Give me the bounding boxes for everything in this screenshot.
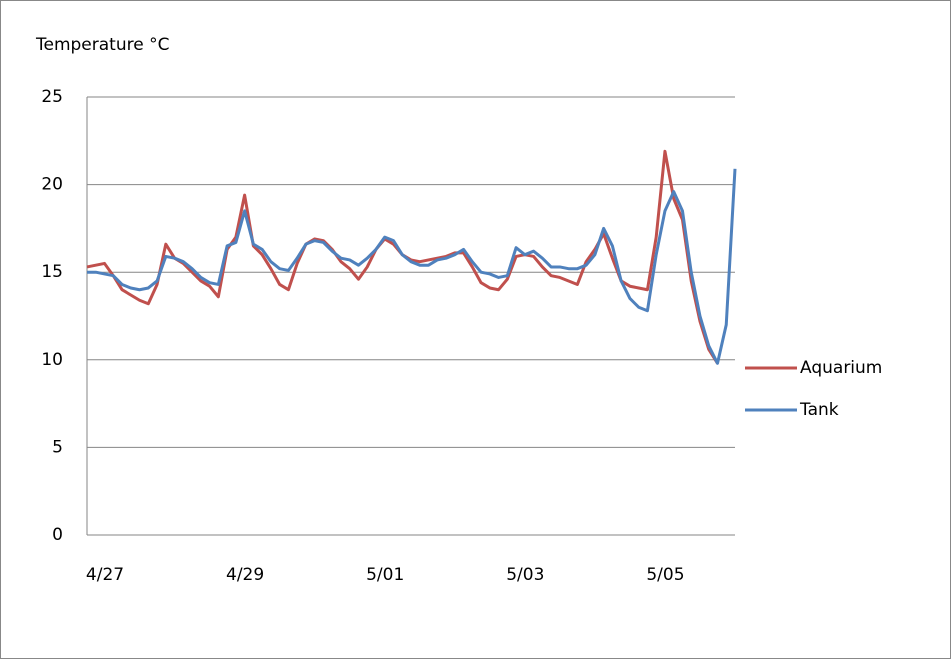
x-tick-label: 5/03 (506, 565, 544, 585)
x-tick-label: 4/29 (226, 565, 264, 585)
y-tick-label: 10 (41, 350, 63, 370)
chart-title: Temperature °C (35, 35, 169, 55)
x-tick-label: 5/01 (366, 565, 404, 585)
legend-label: Tank (799, 400, 839, 420)
legend-label: Aquarium (800, 358, 882, 378)
y-tick-label: 25 (41, 87, 63, 107)
x-tick-label: 5/05 (646, 565, 684, 585)
line-series (87, 168, 737, 365)
y-tick-label: 15 (41, 262, 63, 282)
x-tick-label: 4/27 (86, 565, 124, 585)
y-tick-label: 0 (52, 525, 63, 545)
y-tick-label: 5 (52, 437, 63, 457)
y-tick-label: 20 (41, 175, 63, 195)
